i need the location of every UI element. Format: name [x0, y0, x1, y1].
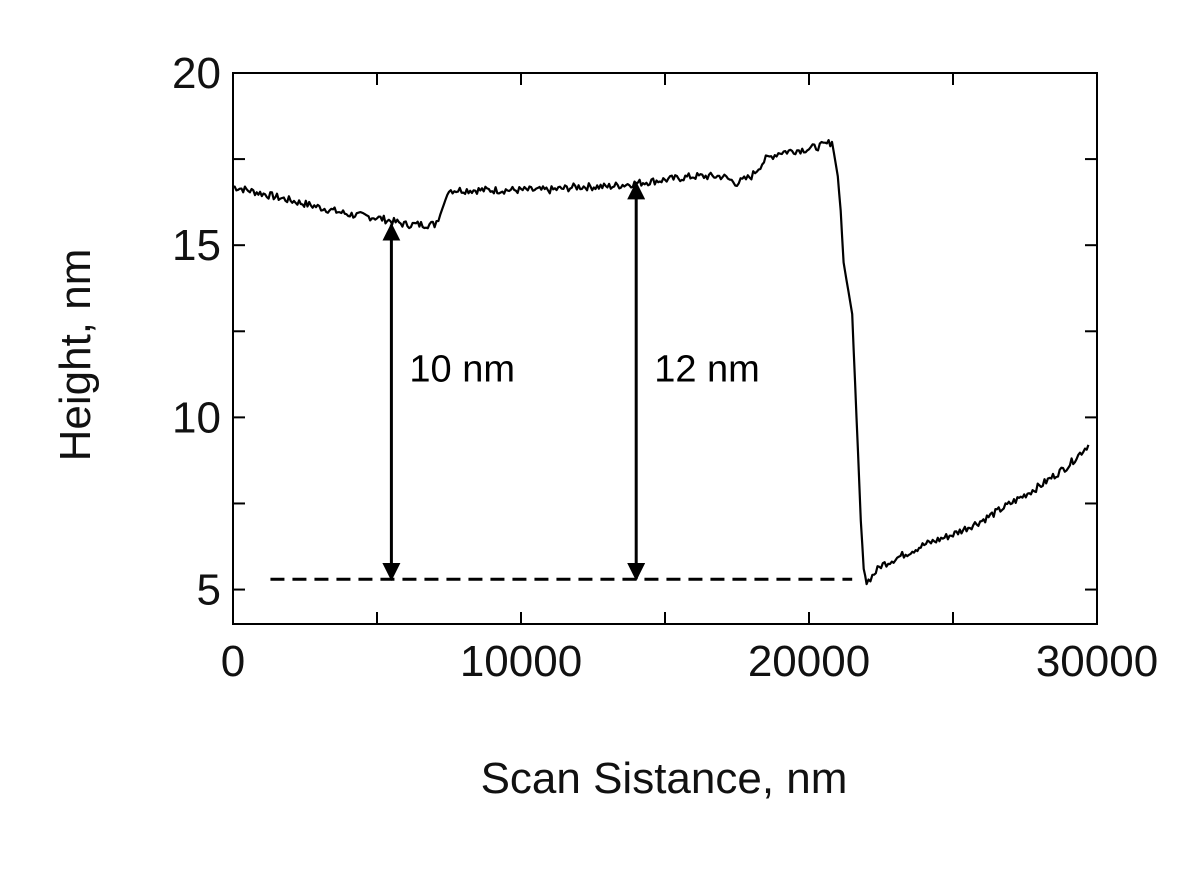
x-tick-label: 0 [221, 637, 245, 686]
annotations: 10 nm 12 nm [270, 181, 853, 582]
x-tick-label: 30000 [1036, 637, 1158, 686]
y-tick-label: 20 [172, 49, 221, 98]
series-group [232, 139, 1090, 586]
x-tick-label: 20000 [748, 637, 870, 686]
y-tick-label: 5 [197, 566, 221, 615]
height-annotation-label: 10 nm [409, 348, 515, 390]
y-tick-label: 15 [172, 221, 221, 270]
axis-ticks: 0 10000 20000 30000 5 10 15 20 [172, 49, 1158, 686]
x-tick-label: 10000 [460, 637, 582, 686]
series-line [232, 139, 1090, 586]
y-axis-title: Height, nm [51, 249, 100, 462]
height-annotation-label: 12 nm [654, 348, 760, 390]
x-axis-title: Scan Sistance, nm [481, 754, 848, 803]
y-tick-label: 10 [172, 393, 221, 442]
